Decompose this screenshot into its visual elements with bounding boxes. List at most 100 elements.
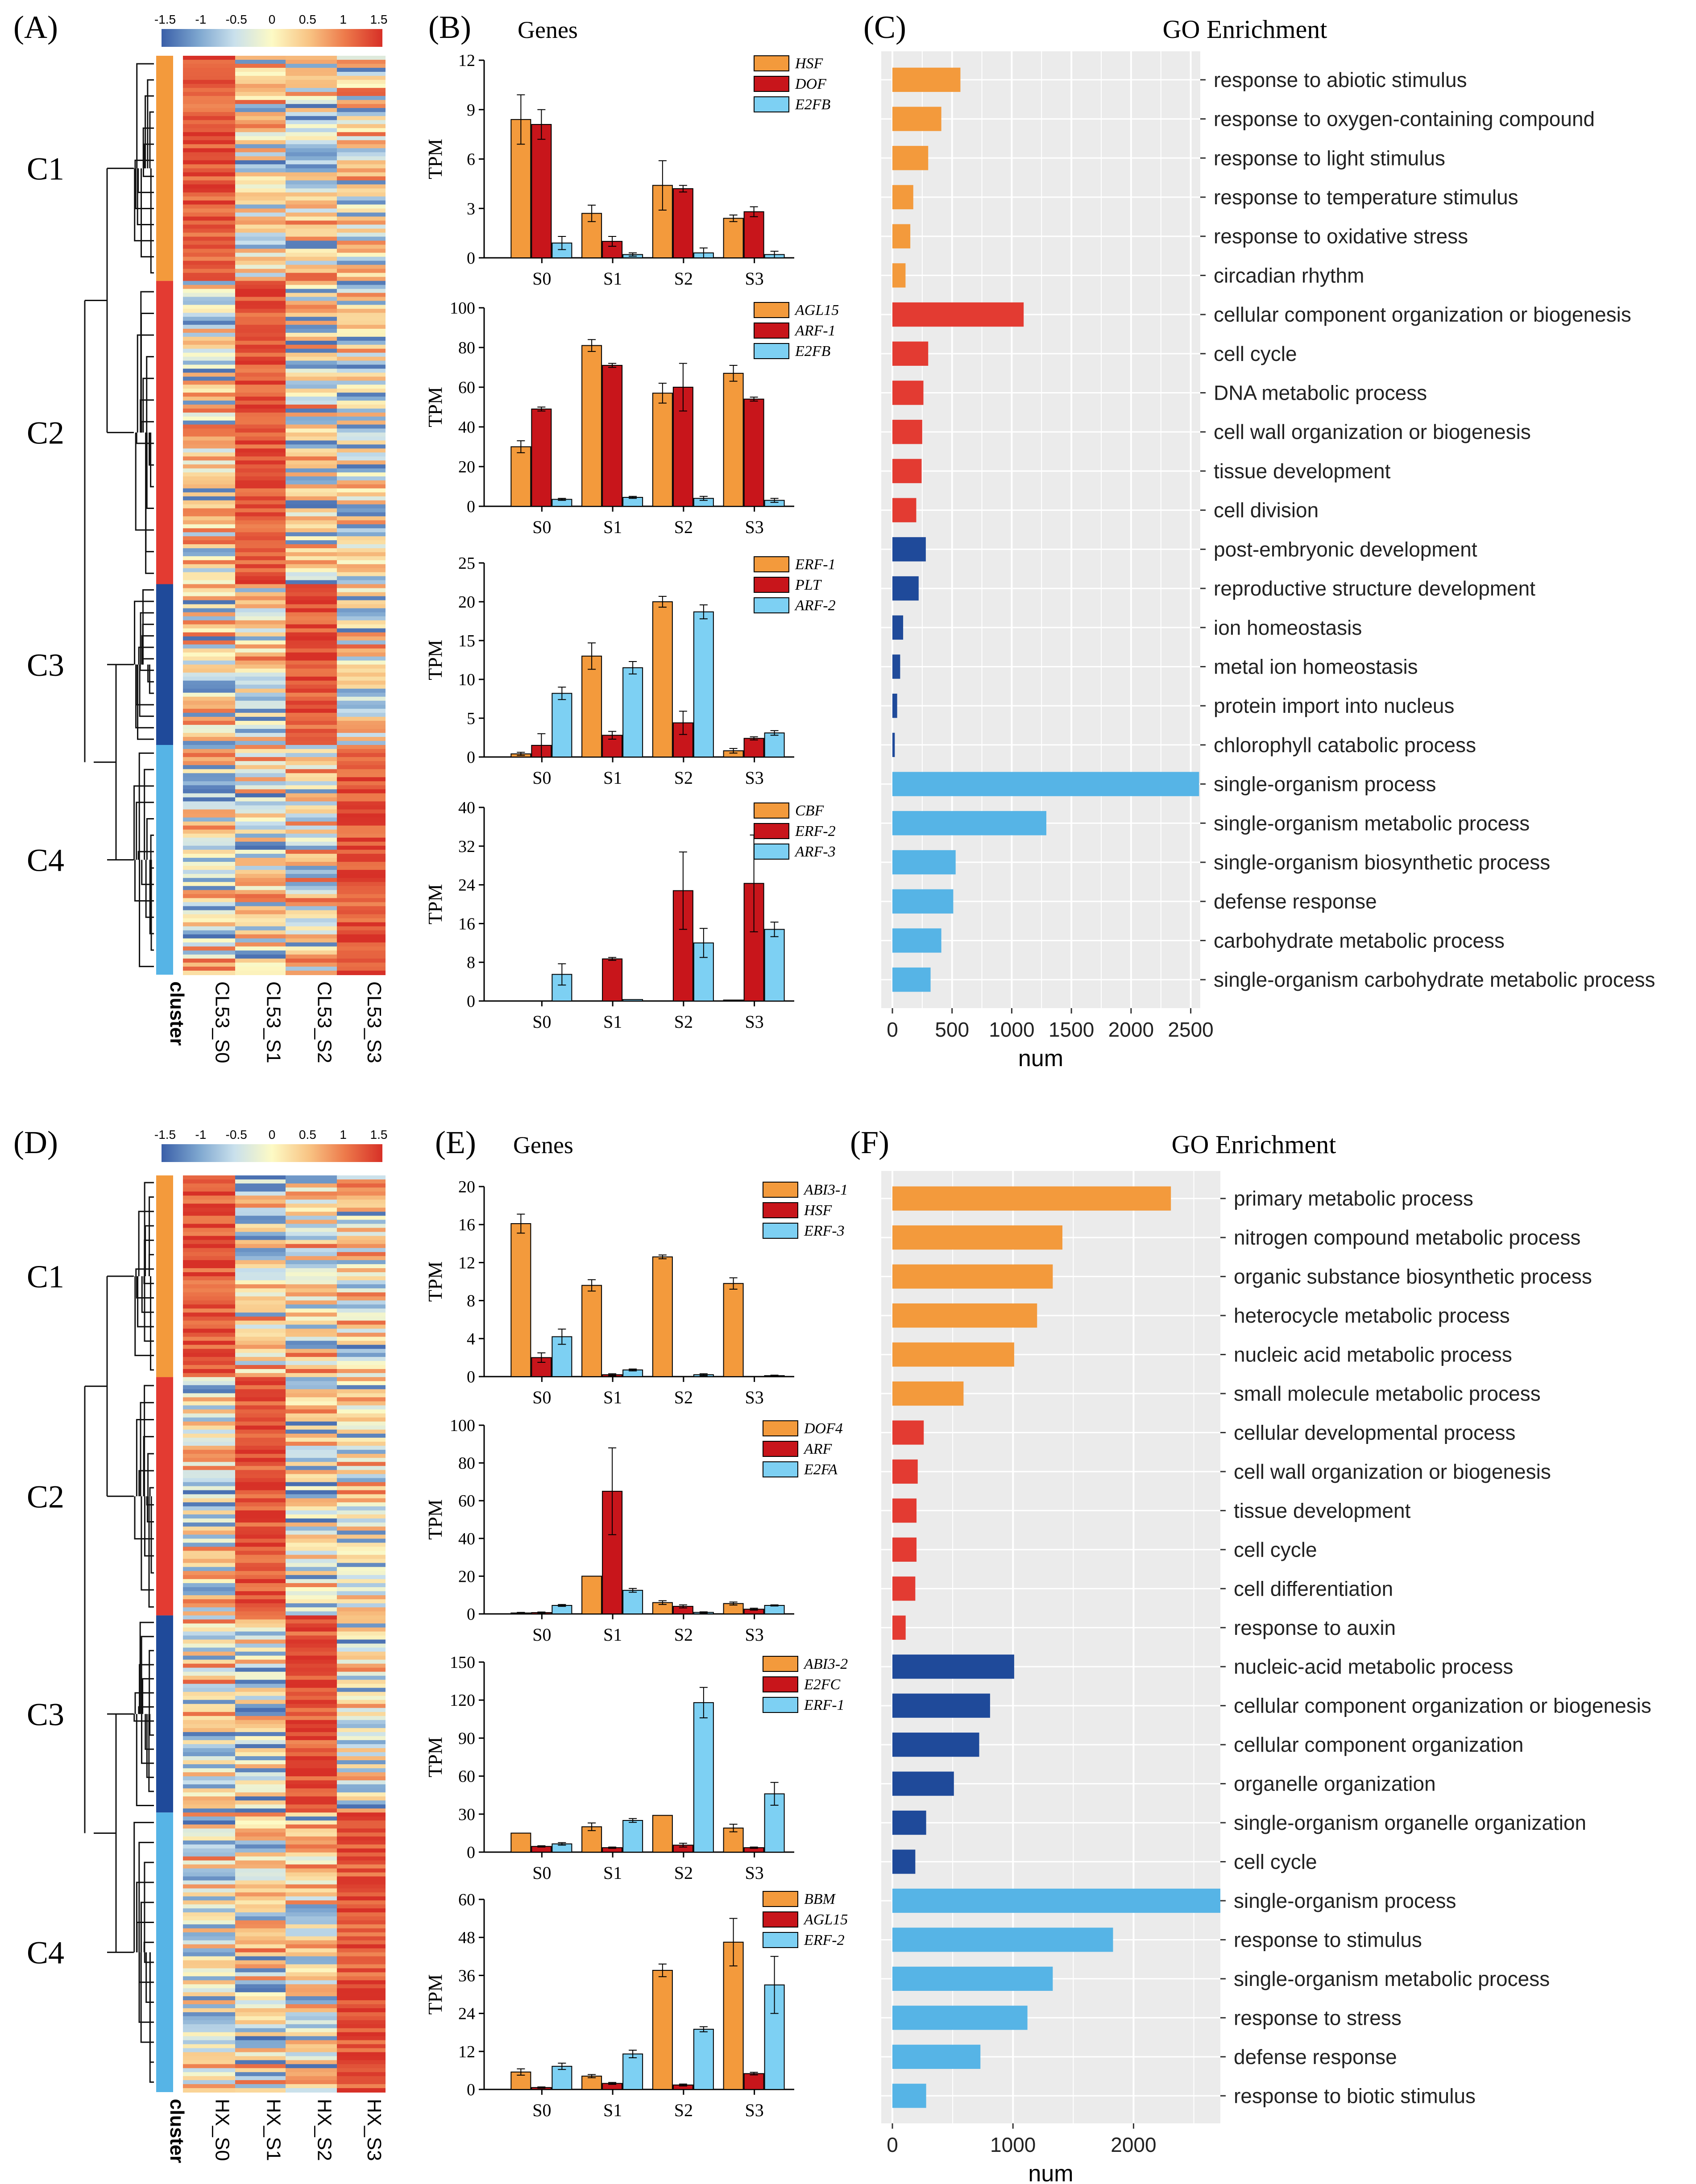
heatmap-cell	[286, 1712, 337, 1717]
heatmap-cell	[286, 1276, 337, 1281]
heatmap-cell	[235, 1651, 286, 1656]
heatmap-cell	[235, 1619, 286, 1624]
heatmap-cell	[337, 1896, 386, 1901]
heatmap-cell	[337, 1744, 386, 1749]
go-bar	[892, 263, 906, 288]
heatmap-cell	[235, 1361, 286, 1365]
heatmap-cell	[286, 1952, 337, 1957]
heatmap-cell	[235, 1252, 286, 1257]
heatmap-cell	[286, 592, 337, 597]
heatmap-cell	[183, 480, 236, 485]
heatmap-cell	[183, 340, 236, 345]
heatmap-cell	[286, 1175, 337, 1180]
heatmap-cell	[235, 261, 286, 265]
heatmap-cell	[183, 906, 236, 911]
go-bar	[892, 928, 941, 953]
dendrogram-branch	[85, 168, 108, 433]
heatmap-cell	[235, 1470, 286, 1475]
heatmap-cell	[235, 273, 286, 277]
heatmap-cell	[337, 1940, 386, 1945]
heatmap-cell	[183, 1583, 236, 1588]
heatmap-cell	[183, 556, 236, 561]
heatmap-cell	[337, 950, 386, 955]
heatmap-cell	[183, 124, 236, 129]
heatmap-cell	[183, 878, 236, 883]
error-bar	[699, 247, 708, 258]
heatmap-cell	[235, 1413, 286, 1418]
x-tick-label: S0	[532, 517, 551, 537]
heatmap-cell	[235, 732, 286, 737]
heatmap-cell	[235, 236, 286, 241]
heatmap-cell	[286, 564, 337, 569]
heatmap-cell	[183, 608, 236, 613]
legend-label: DOF	[795, 76, 827, 92]
error-bar	[699, 928, 708, 958]
heatmap-cell	[337, 1191, 386, 1196]
heatmap-cell	[183, 216, 236, 221]
heatmap-cell	[183, 1385, 236, 1390]
x-tick-label: S2	[674, 768, 693, 788]
heatmap-cell	[286, 576, 337, 581]
heatmap-cell	[337, 825, 386, 830]
heatmap-cell	[337, 108, 386, 113]
heatmap-cell	[286, 2072, 337, 2077]
heatmap-cell	[337, 966, 386, 971]
heatmap-cell	[286, 1555, 337, 1559]
dendrogram-branch	[140, 168, 154, 258]
heatmap-cell	[286, 1832, 337, 1837]
heatmap-cell	[337, 500, 386, 505]
heatmap-cell	[337, 2012, 386, 2017]
heatmap-cell	[235, 1381, 286, 1386]
heatmap-cell	[183, 777, 236, 782]
heatmap-cell	[337, 560, 386, 565]
heatmap-cell	[183, 452, 236, 457]
heatmap-cell	[183, 256, 236, 261]
error-bar	[658, 1600, 667, 1605]
heatmap-cell	[286, 140, 337, 145]
heatmap-cell	[235, 1812, 286, 1817]
go-bar	[892, 967, 931, 992]
heatmap-cell	[286, 1401, 337, 1406]
heatmap-cell	[337, 870, 386, 875]
heatmap-cell	[235, 1631, 286, 1636]
heatmap-cell	[337, 140, 386, 145]
heatmap-cell	[286, 708, 337, 713]
heatmap-cell	[183, 244, 236, 249]
heatmap-cell	[286, 894, 337, 899]
heatmap-cell	[235, 1421, 286, 1426]
heatmap-cell	[337, 1595, 386, 1600]
heatmap-cell	[183, 700, 236, 705]
heatmap-cell	[183, 1224, 236, 1228]
heatmap-cell	[337, 664, 386, 669]
heatmap-cell	[286, 504, 337, 509]
heatmap-cell	[183, 488, 236, 493]
heatmap-cell	[235, 785, 286, 790]
dendrogram-branch	[149, 432, 154, 466]
heatmap-cell	[235, 1232, 286, 1237]
heatmap-cell	[286, 281, 337, 285]
heatmap-cell	[235, 1191, 286, 1196]
heatmap-cell	[183, 1183, 236, 1188]
heatmap-cell	[337, 1884, 386, 1889]
heatmap-cell	[235, 1433, 286, 1438]
dendrogram-branch	[146, 432, 154, 509]
dendrogram-branch	[136, 1419, 154, 1497]
heatmap-cell	[286, 580, 337, 585]
bar-ABI3-1	[652, 1256, 673, 1377]
heatmap-cell	[286, 648, 337, 653]
heatmap-cell	[235, 281, 286, 285]
heatmap-cell	[286, 420, 337, 425]
heatmap-cell	[286, 1514, 337, 1519]
heatmap-cell	[286, 2036, 337, 2041]
go-bar	[892, 1888, 1220, 1913]
dendrogram-branch	[138, 1952, 154, 2023]
heatmap-cell	[183, 1252, 236, 1257]
heatmap-cell	[286, 1224, 337, 1228]
heatmap-cell	[235, 1332, 286, 1337]
heatmap-cell	[337, 732, 386, 737]
error-bar	[588, 339, 596, 352]
heatmap-cell	[235, 1912, 286, 1917]
go-bar	[892, 772, 1199, 796]
error-bar	[750, 736, 758, 740]
heatmap-cell	[183, 1860, 236, 1865]
